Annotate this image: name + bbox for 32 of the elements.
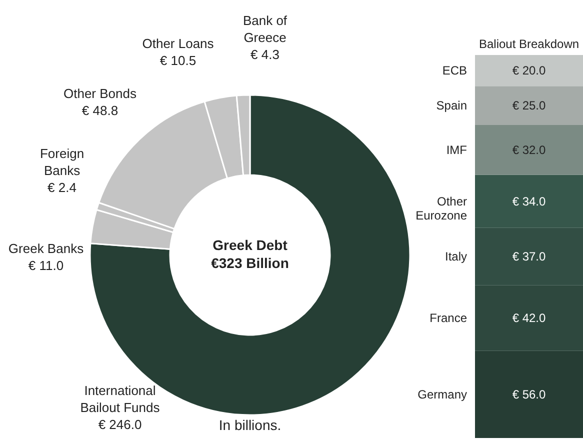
data-label: € 25.0 <box>512 98 546 113</box>
data-label: € 48.8 <box>82 103 118 118</box>
data-label: € 4.3 <box>250 47 280 62</box>
slice-label: Other Bonds <box>64 86 137 101</box>
bar <box>475 86 583 126</box>
data-label: € 34.0 <box>512 194 546 208</box>
bar <box>475 125 583 175</box>
series-label: France <box>430 311 468 326</box>
data-label: € 32.0 <box>512 142 546 157</box>
data-label: € 2.4 <box>48 180 76 195</box>
series-label: Germany <box>418 387 467 402</box>
slice-label: Greek Banks <box>8 241 84 256</box>
series-label: Italy <box>444 250 467 264</box>
bar <box>475 55 583 86</box>
data-label: € 20.0 <box>512 64 546 78</box>
text: Greek Debt €323 Billion <box>211 237 289 271</box>
slice-label: International Bailout Funds <box>80 383 160 415</box>
slice-label: Foreign Banks <box>40 146 84 178</box>
data-label: € 246.0 <box>98 417 142 432</box>
data-label: € 11.0 <box>28 258 64 273</box>
series-label: ECB <box>442 64 467 78</box>
data-label: € 56.0 <box>512 387 546 402</box>
text: In billions. <box>218 417 282 433</box>
slice-label: Other Loans <box>142 36 214 51</box>
data-label: € 10.5 <box>160 53 196 68</box>
series-label: Other Eurozone <box>416 194 468 222</box>
slice-label: Bank of Greece <box>242 13 288 45</box>
data-label: € 42.0 <box>512 311 546 326</box>
series-label: Spain <box>436 98 467 113</box>
data-label: € 37.0 <box>512 250 546 264</box>
series-label: IMF <box>446 142 467 157</box>
chart-title: Baliout Breakdown <box>478 37 580 51</box>
